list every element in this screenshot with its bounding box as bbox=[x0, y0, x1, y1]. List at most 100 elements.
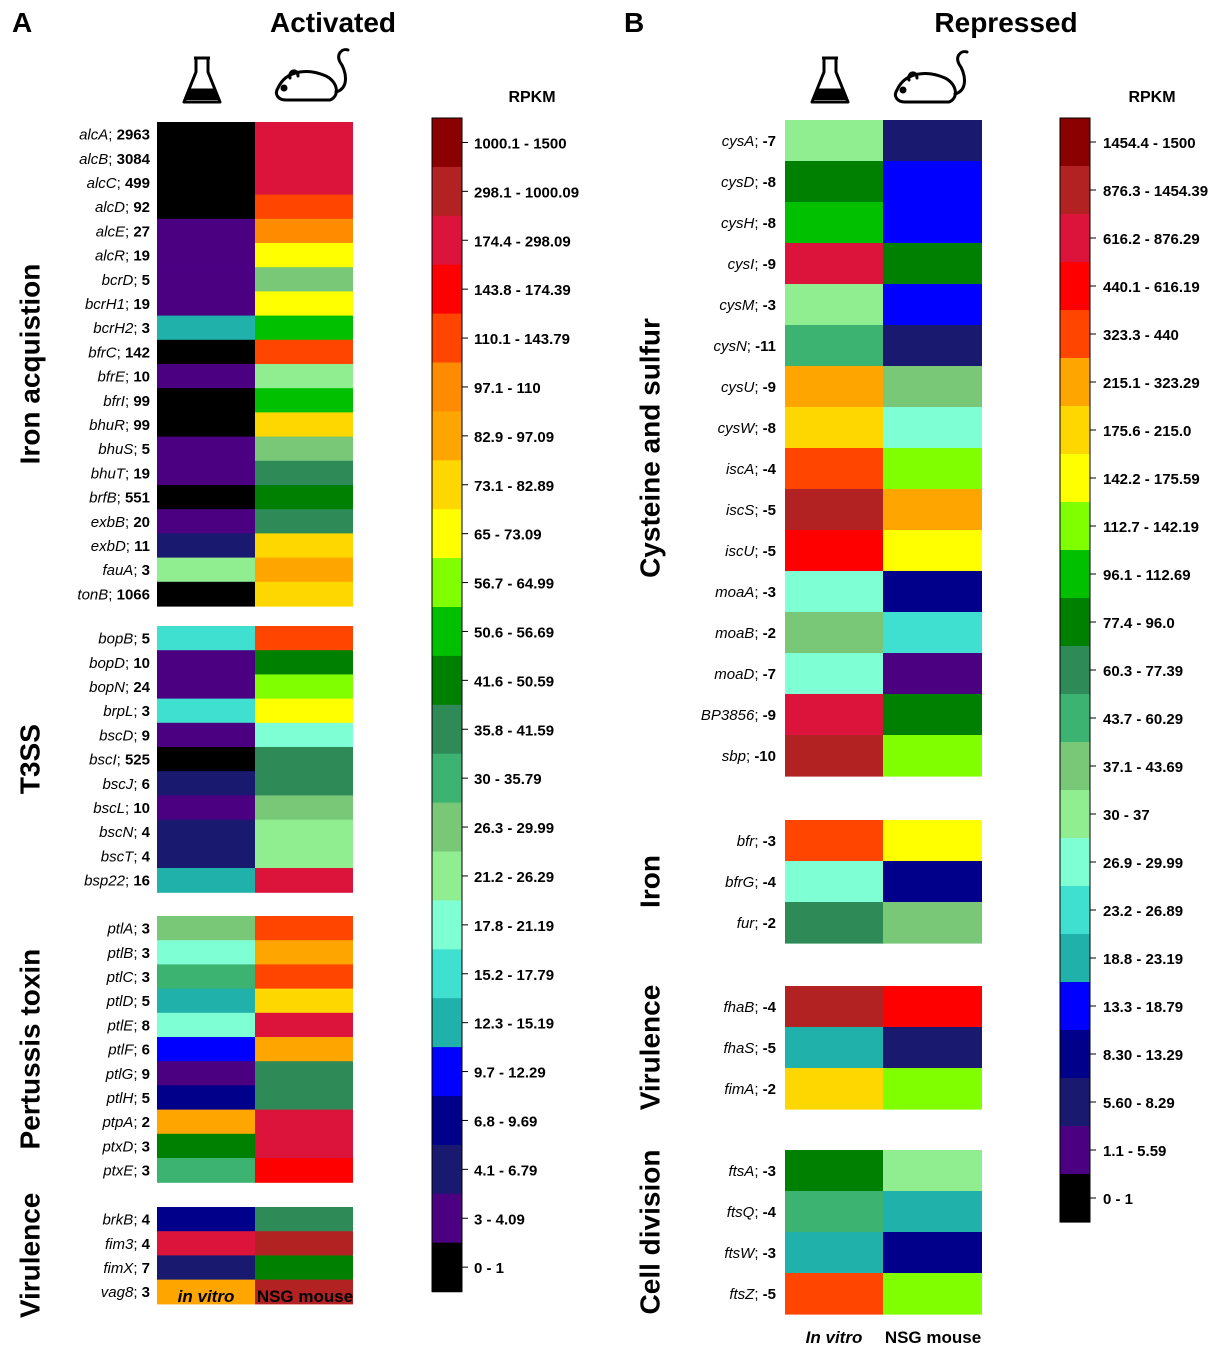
legend-label: 6.8 - 9.69 bbox=[474, 1113, 537, 1130]
table-row: ptlG; 9 bbox=[105, 1061, 353, 1086]
gene-separator: ; bbox=[754, 1245, 762, 1262]
gene-label: fimX; 7 bbox=[103, 1260, 150, 1277]
gene-separator: ; bbox=[746, 748, 754, 765]
gene-name: bscL bbox=[93, 800, 125, 817]
gene-separator: ; bbox=[125, 679, 133, 696]
fold-change: 5 bbox=[142, 441, 150, 458]
cell-nsg-mouse bbox=[883, 1150, 982, 1192]
cell-nsg-mouse bbox=[255, 1012, 353, 1038]
cell-in-vitro bbox=[157, 916, 255, 941]
cell-nsg-mouse bbox=[255, 122, 353, 147]
cell-nsg-mouse bbox=[255, 194, 353, 220]
fold-change: 3 bbox=[142, 945, 150, 962]
table-row: bscI; 525 bbox=[89, 747, 353, 772]
cell-nsg-mouse bbox=[255, 988, 353, 1014]
gene-separator: ; bbox=[133, 1284, 141, 1301]
gene-name: brpL bbox=[103, 703, 133, 720]
legend-swatch bbox=[432, 1242, 462, 1293]
gene-label: fhaB; -4 bbox=[723, 999, 776, 1016]
legend-label: 1.1 - 5.59 bbox=[1103, 1143, 1166, 1160]
fold-change: 3 bbox=[142, 1138, 150, 1155]
cell-in-vitro bbox=[157, 364, 255, 389]
legend-swatch bbox=[1060, 454, 1090, 503]
gene-separator: ; bbox=[117, 344, 125, 361]
gene-label: ftsQ; -4 bbox=[727, 1204, 777, 1221]
table-row: fauA; 3 bbox=[102, 557, 353, 583]
cell-nsg-mouse bbox=[883, 612, 982, 654]
gene-label: moaD; -7 bbox=[714, 666, 776, 683]
gene-name: bscD bbox=[99, 727, 133, 744]
cell-nsg-mouse bbox=[883, 1068, 982, 1110]
gene-name: exbD bbox=[91, 538, 126, 555]
legend-swatch bbox=[1060, 790, 1090, 839]
gene-group: fhaB; -4 fhaS; -5 fimA; -2 Virulence bbox=[635, 985, 982, 1111]
group-label: Virulence bbox=[635, 985, 666, 1111]
gene-separator: ; bbox=[133, 727, 141, 744]
legend-swatch bbox=[432, 851, 462, 901]
table-row: iscU; -5 bbox=[725, 530, 982, 572]
gene-label: sbp; -10 bbox=[722, 748, 776, 765]
legend-swatch bbox=[1060, 1126, 1090, 1175]
cell-in-vitro bbox=[157, 339, 255, 365]
legend-swatch bbox=[1060, 550, 1090, 599]
fold-change: 4 bbox=[142, 1212, 151, 1229]
cell-in-vitro bbox=[157, 650, 255, 675]
gene-name: ftsW bbox=[724, 1245, 756, 1262]
group-label: Virulence bbox=[15, 1193, 46, 1319]
table-row: exbB; 20 bbox=[91, 509, 353, 534]
gene-separator: ; bbox=[133, 993, 141, 1010]
cell-nsg-mouse bbox=[255, 170, 353, 196]
gene-label: ptlB; 3 bbox=[106, 945, 150, 962]
gene-name: bcrD bbox=[102, 272, 134, 289]
cell-nsg-mouse bbox=[255, 964, 353, 990]
legend-label: 41.6 - 50.59 bbox=[474, 673, 554, 690]
gene-label: ptpA; 2 bbox=[101, 1114, 150, 1131]
fold-change: 27 bbox=[133, 223, 150, 240]
gene-label: bopB; 5 bbox=[98, 631, 150, 648]
fold-change: 4 bbox=[142, 824, 151, 841]
legend-swatch bbox=[1060, 1174, 1090, 1223]
cell-in-vitro bbox=[785, 325, 884, 367]
cell-nsg-mouse bbox=[883, 861, 982, 903]
gene-label: fim3; 4 bbox=[105, 1236, 151, 1253]
gene-label: alcD; 92 bbox=[95, 199, 150, 216]
gene-label: ftsA; -3 bbox=[728, 1163, 776, 1180]
gene-name: iscS bbox=[726, 502, 754, 519]
cell-in-vitro bbox=[785, 694, 884, 736]
gene-separator: ; bbox=[133, 824, 141, 841]
table-row: cysM; -3 bbox=[719, 284, 982, 326]
table-row: fhaS; -5 bbox=[723, 1027, 982, 1069]
gene-label: ptlC; 3 bbox=[106, 969, 150, 986]
cell-in-vitro bbox=[157, 795, 255, 821]
gene-label: ptlG; 9 bbox=[105, 1066, 150, 1083]
cell-nsg-mouse bbox=[883, 243, 982, 285]
legend-swatch bbox=[1060, 886, 1090, 935]
cell-nsg-mouse bbox=[883, 694, 982, 736]
group-label: Cysteine and sulfur bbox=[635, 318, 666, 578]
legend-swatch bbox=[1060, 982, 1090, 1031]
fold-change: 10 bbox=[133, 655, 150, 672]
gene-separator: ; bbox=[754, 543, 762, 560]
gene-name: cysN bbox=[713, 338, 747, 355]
gene-name: brkB bbox=[102, 1212, 133, 1229]
fold-change: -2 bbox=[763, 915, 776, 932]
cell-in-vitro bbox=[157, 722, 255, 748]
cell-in-vitro bbox=[157, 1085, 255, 1111]
gene-label: bscI; 525 bbox=[89, 752, 150, 769]
gene-name: bcrH2 bbox=[93, 320, 134, 337]
gene-separator: ; bbox=[133, 320, 141, 337]
legend-label: 30 - 37 bbox=[1103, 807, 1150, 824]
table-row: ptlD; 5 bbox=[106, 988, 353, 1014]
cell-nsg-mouse bbox=[255, 436, 353, 462]
gene-separator: ; bbox=[108, 127, 116, 144]
gene-separator: ; bbox=[754, 833, 762, 850]
fold-change: 6 bbox=[142, 1042, 150, 1059]
legend-label: 60.3 - 77.39 bbox=[1103, 663, 1183, 680]
gene-label: iscU; -5 bbox=[725, 543, 776, 560]
gene-label: bopN; 24 bbox=[89, 679, 151, 696]
fold-change: 19 bbox=[133, 465, 150, 482]
fold-change: 4 bbox=[142, 848, 151, 865]
cell-nsg-mouse bbox=[255, 1061, 353, 1086]
